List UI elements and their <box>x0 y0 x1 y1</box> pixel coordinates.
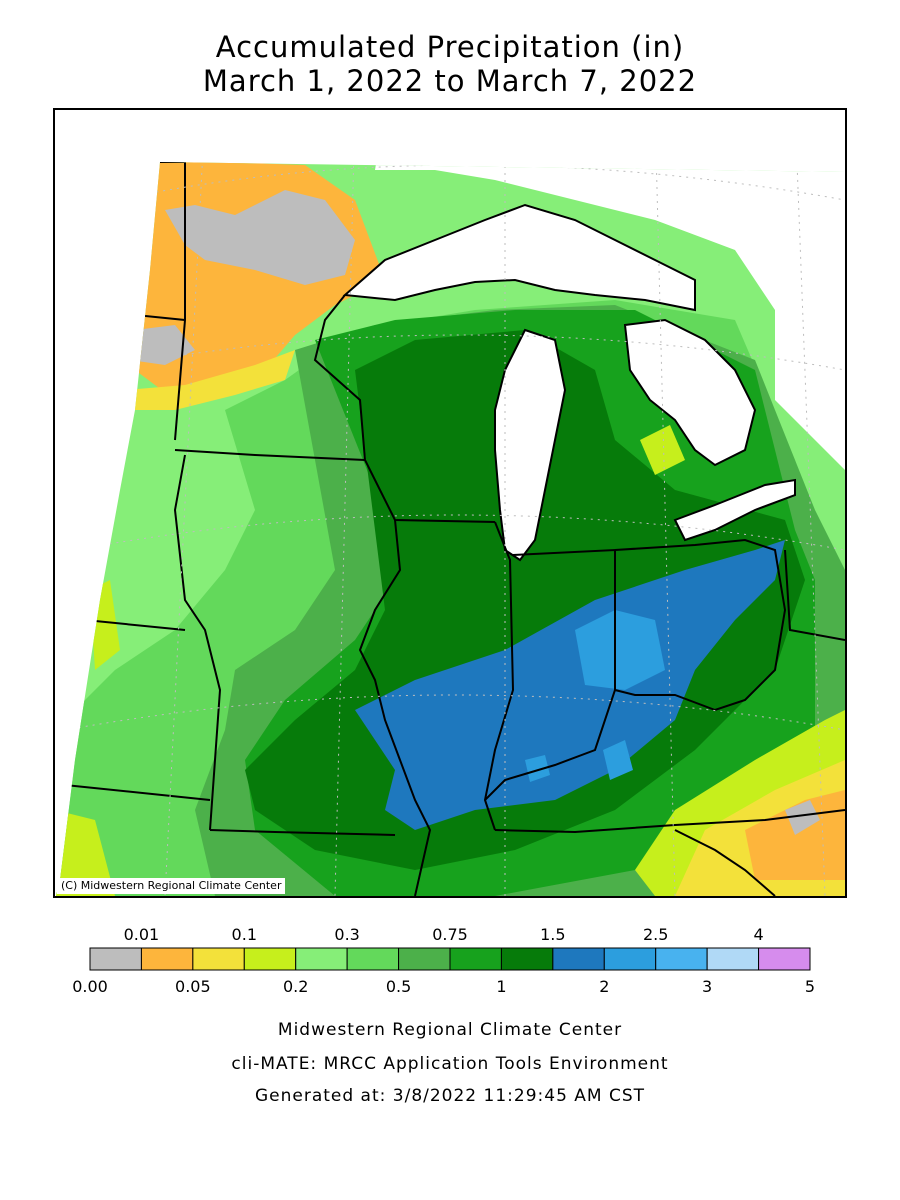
precipitation-map: (C) Midwestern Regional Climate Center <box>53 108 847 898</box>
map-title: Accumulated Precipitation (in) <box>215 30 685 64</box>
precip-fill-0.1-0.2-sw <box>55 810 115 896</box>
credit-organization: Midwestern Regional Climate Center <box>277 1020 623 1040</box>
legend-bottom-label: 1 <box>496 977 506 996</box>
precip-fill-0-0.01-se <box>785 800 820 835</box>
legend-swatch <box>346 947 400 971</box>
legend-swatch <box>449 947 502 971</box>
map-date-range: March 1, 2022 to March 7, 2022 <box>202 64 698 98</box>
lake-michigan <box>494 328 567 562</box>
legend-top-label: 1.5 <box>540 925 565 944</box>
legend-swatch <box>758 947 811 971</box>
legend-bottom-label: 3 <box>702 977 712 996</box>
precip-fill-1.5-2 <box>355 540 785 830</box>
lake-superior <box>342 203 696 312</box>
legend-top-label: 4 <box>753 925 763 944</box>
legend-swatch <box>398 947 451 971</box>
legend-bottom-label: 0.00 <box>72 977 108 996</box>
precip-fill-0-0.01-west <box>130 325 195 365</box>
legend-bottom-label: 0.5 <box>386 977 411 996</box>
precip-fill-2-2.5 <box>575 610 665 690</box>
legend-swatch <box>243 947 297 971</box>
legend-swatch <box>655 947 708 971</box>
precip-fill-0.05-0.1 <box>125 350 295 410</box>
legend-swatch <box>706 947 760 971</box>
legend-scale: 0.01 0.1 0.3 0.75 1.5 2.5 4 0.00 0.05 0.2 0.5 1 2 3 5 <box>72 925 815 996</box>
legend-swatch <box>192 947 245 971</box>
copyright-notice: (C) Midwestern Regional Climate Center <box>57 878 286 894</box>
graticule <box>64 162 845 896</box>
color-legend: 0.01 0.1 0.3 0.75 1.5 2.5 4 0.00 0.05 0.2 0.5 1 2 3 5 <box>0 920 900 1010</box>
legend-bottom-label: 2 <box>599 977 609 996</box>
state-borders <box>64 162 845 896</box>
credit-tool: cli-MATE: MRCC Application Tools Environ… <box>231 1054 669 1074</box>
precip-fill-2-2.5-b <box>603 740 633 780</box>
precip-fill-2-2.5-c <box>525 755 550 782</box>
legend-top-label: 0.75 <box>432 925 468 944</box>
legend-top-label: 0.3 <box>334 925 359 944</box>
legend-bottom-label: 0.05 <box>175 977 211 996</box>
legend-bottom-label: 5 <box>805 977 815 996</box>
legend-swatch <box>140 947 194 971</box>
legend-top-label: 0.01 <box>124 925 160 944</box>
lake-erie <box>673 478 796 542</box>
lake-huron <box>623 318 757 467</box>
legend-bottom-label: 0.2 <box>283 977 308 996</box>
credit-generated-time: Generated at: 3/8/2022 11:29:45 AM CST <box>254 1086 646 1106</box>
precip-fill-0.1-0.2-mi <box>640 425 685 475</box>
legend-swatch <box>603 947 657 971</box>
canada-land <box>375 162 845 470</box>
legend-top-label: 2.5 <box>643 925 668 944</box>
legend-top-label: 0.1 <box>232 925 257 944</box>
precip-fill-0-0.01-north <box>165 190 355 285</box>
legend-swatch <box>89 947 142 971</box>
map-canvas <box>55 162 845 896</box>
legend-swatch <box>552 947 605 971</box>
legend-swatch <box>500 947 554 971</box>
legend-swatch <box>295 947 348 971</box>
